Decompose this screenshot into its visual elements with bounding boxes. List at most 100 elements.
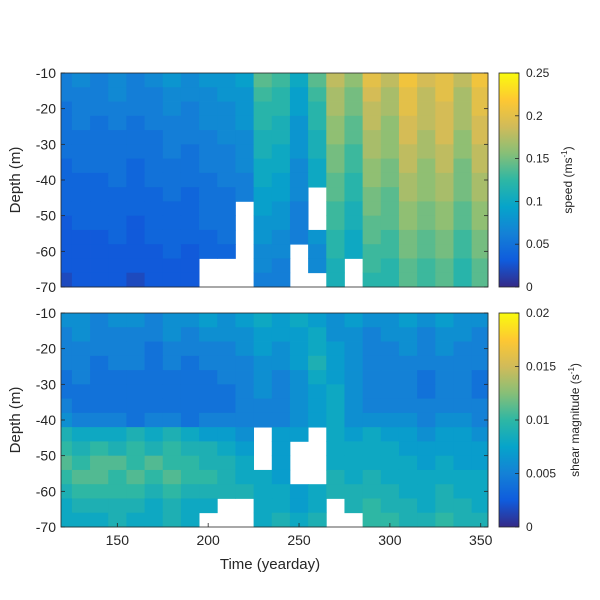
heatmap-cell (471, 201, 489, 217)
heatmap-cell (90, 427, 109, 442)
heatmap-cell (126, 244, 145, 259)
heatmap-cell (144, 469, 164, 485)
heatmap-cell (289, 398, 309, 414)
heatmap-cell (435, 355, 454, 371)
heatmap-cell (90, 412, 109, 428)
heatmap-cell (289, 370, 309, 385)
heatmap-cell (180, 272, 200, 288)
heatmap-cell (180, 370, 200, 385)
heatmap-cell (344, 355, 364, 371)
heatmap-cell (398, 229, 418, 245)
y-tick-label: -40 (36, 412, 56, 428)
heatmap-cell (453, 172, 473, 188)
heatmap-cell (308, 130, 327, 145)
heatmap-cell (180, 313, 200, 328)
heatmap-cell (162, 244, 182, 259)
heatmap-cell (235, 327, 255, 342)
heatmap-cell (417, 370, 436, 385)
heatmap-cell (90, 158, 109, 174)
heatmap-cell (144, 229, 164, 245)
heatmap-cell (398, 412, 418, 428)
heatmap-cell (253, 73, 273, 88)
heatmap-cell (326, 355, 345, 371)
heatmap-cell (435, 187, 454, 202)
heatmap-cell (398, 313, 418, 328)
heatmap-cell (61, 229, 73, 245)
heatmap-cell (471, 398, 489, 414)
heatmap-cell (435, 73, 454, 88)
heatmap-cell (289, 144, 309, 159)
colorbar-tick-label: 0.015 (526, 360, 556, 374)
heatmap-cell (471, 87, 489, 102)
heatmap-cell (326, 115, 345, 131)
speed-y-axis-label: Depth (m) (7, 147, 24, 214)
heatmap-cell (362, 229, 382, 245)
heatmap-cell (326, 244, 345, 259)
heatmap-cell (108, 187, 127, 202)
heatmap-cell (90, 187, 109, 202)
heatmap-cell (199, 244, 218, 259)
heatmap-cell (380, 427, 400, 442)
speed-y-ticks: -10 -20 -30 -40 -50 -60 -70 (36, 65, 488, 295)
heatmap-cell (61, 172, 73, 188)
heatmap-cell (308, 498, 327, 514)
heatmap-cell (162, 412, 182, 428)
heatmap-cell (398, 144, 418, 159)
heatmap-cell (253, 229, 273, 245)
heatmap-cell (435, 172, 454, 188)
heatmap-cell (61, 427, 73, 442)
heatmap-cell (308, 484, 327, 499)
heatmap-cell (162, 498, 182, 514)
heatmap-cell (417, 201, 436, 217)
heatmap-cell (199, 158, 218, 174)
heatmap-cell (199, 101, 218, 117)
heatmap-cell (271, 412, 291, 428)
heatmap-cell (453, 370, 473, 385)
heatmap-cell (471, 73, 489, 88)
heatmap-cell (217, 327, 236, 342)
heatmap-cell (126, 498, 145, 514)
heatmap-cell (199, 130, 218, 145)
heatmap-cell (253, 355, 273, 371)
heatmap-cell (362, 455, 382, 471)
heatmap-cell (453, 201, 473, 217)
heatmap-cell (380, 370, 400, 385)
heatmap-cell (362, 469, 382, 485)
heatmap-cell (108, 272, 127, 288)
heatmap-cell (435, 427, 454, 442)
heatmap-cell (71, 370, 91, 385)
heatmap-cell (61, 341, 73, 357)
heatmap-cell (380, 512, 400, 528)
heatmap-cell (417, 455, 436, 471)
heatmap-cell (344, 187, 364, 202)
heatmap-cell (253, 313, 273, 328)
x-tick-label: 300 (378, 532, 402, 548)
heatmap-cell (362, 398, 382, 414)
heatmap-cell (180, 341, 200, 357)
heatmap-cell (199, 144, 218, 159)
heatmap-cell (453, 73, 473, 88)
heatmap-cell (471, 469, 489, 485)
heatmap-cell (199, 370, 218, 385)
heatmap-cell (144, 144, 164, 159)
heatmap-cell (61, 441, 73, 457)
heatmap-cell (180, 158, 200, 174)
heatmap-cell (271, 115, 291, 131)
heatmap-cell (162, 427, 182, 442)
heatmap-cell (144, 427, 164, 442)
colorbar-tick-label: 0.1 (526, 194, 543, 208)
heatmap-cell (253, 384, 273, 399)
heatmap-cell (326, 258, 345, 274)
heatmap-cell (199, 441, 218, 457)
heatmap-cell (144, 455, 164, 471)
heatmap-cell (453, 130, 473, 145)
heatmap-cell (108, 512, 127, 528)
heatmap-cell (162, 130, 182, 145)
heatmap-cell (162, 355, 182, 371)
heatmap-cell (61, 469, 73, 485)
heatmap-cell (108, 115, 127, 131)
heatmap-cell (253, 201, 273, 217)
heatmap-cell (235, 115, 255, 131)
heatmap-cell (289, 512, 309, 528)
heatmap-cell (344, 498, 364, 514)
